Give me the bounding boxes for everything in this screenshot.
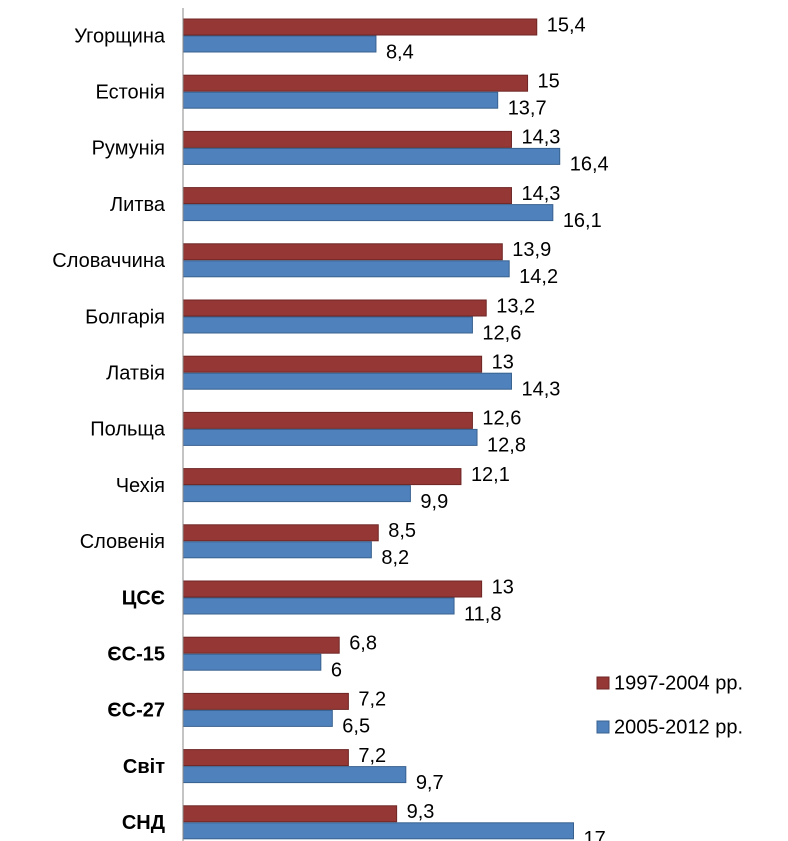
data-label: 12,8 [487, 435, 526, 457]
data-label: 9,3 [407, 801, 435, 823]
category-label: Латвія [106, 362, 165, 384]
bar [182, 428, 478, 446]
category-label: ЄС-15 [107, 643, 165, 665]
category-label: Словенія [80, 531, 165, 553]
bar [182, 541, 372, 559]
bar [182, 204, 554, 222]
bar [182, 411, 473, 429]
data-label: 14,3 [521, 127, 560, 149]
bar [182, 355, 483, 373]
bar [182, 749, 349, 767]
bar [182, 147, 561, 165]
data-label: 12,6 [482, 322, 521, 344]
data-label: 9,7 [416, 772, 444, 794]
data-label: 14,3 [521, 183, 560, 205]
data-label: 8,4 [386, 41, 414, 63]
category-label: Естонія [96, 81, 166, 103]
bar [182, 18, 538, 36]
data-label: 8,5 [388, 520, 416, 542]
legend-swatch [596, 720, 610, 734]
bar [182, 636, 340, 654]
data-label: 12,6 [482, 408, 521, 430]
data-label: 8,2 [381, 547, 409, 569]
category-label: Литва [110, 194, 166, 216]
bar [182, 805, 398, 823]
data-label: 6 [331, 659, 342, 681]
legend-label: 2005-2012 рр. [614, 716, 743, 738]
bar [182, 260, 510, 278]
category-label: Словаччина [52, 250, 166, 272]
bar [182, 766, 407, 784]
bar [182, 299, 487, 317]
category-label: Чехія [116, 475, 165, 497]
category-label: Румунія [92, 138, 165, 160]
category-label: Угорщина [74, 25, 166, 47]
data-label: 13 [492, 576, 514, 598]
category-label: Світ [123, 756, 165, 778]
data-label: 12,1 [471, 464, 510, 486]
data-label: 13,9 [512, 239, 551, 261]
category-label: Болгарія [85, 306, 165, 328]
bar [182, 372, 512, 390]
bar [182, 187, 512, 205]
data-label: 16,4 [570, 154, 609, 176]
data-label: 7,2 [358, 745, 386, 767]
bar [182, 597, 455, 615]
bar [182, 709, 333, 727]
bar [182, 468, 462, 486]
data-label: 7,2 [358, 689, 386, 711]
data-label: 13,7 [508, 97, 547, 119]
data-label: 11,8 [464, 603, 501, 625]
data-label: 14,3 [521, 378, 560, 400]
bar [182, 35, 377, 53]
bar [182, 130, 512, 148]
category-label: ЄС-27 [107, 700, 165, 722]
category-label: ЦСЄ [122, 587, 165, 609]
data-label: 13 [492, 351, 514, 373]
data-label: 15 [538, 70, 560, 92]
bar [182, 91, 499, 109]
data-label: 6,5 [342, 716, 370, 738]
bar [182, 580, 483, 598]
legend-label: 1997-2004 рр. [614, 672, 743, 694]
legend-swatch [596, 676, 610, 690]
data-label: 14,2 [519, 266, 558, 288]
bar [182, 316, 473, 334]
bar [182, 74, 529, 92]
data-label: 15,4 [547, 14, 586, 36]
bar [182, 485, 411, 503]
category-label: СНД [122, 812, 165, 834]
category-label: Польща [90, 419, 166, 441]
data-label: 16,1 [563, 210, 602, 232]
data-label: 9,9 [420, 491, 448, 513]
data-label: 13,2 [496, 295, 535, 317]
bar [182, 653, 322, 671]
data-label: 17 [584, 828, 606, 841]
data-label: 6,8 [349, 632, 377, 654]
bar [182, 524, 379, 542]
bar [182, 822, 574, 840]
bar [182, 692, 349, 710]
bar [182, 243, 503, 261]
